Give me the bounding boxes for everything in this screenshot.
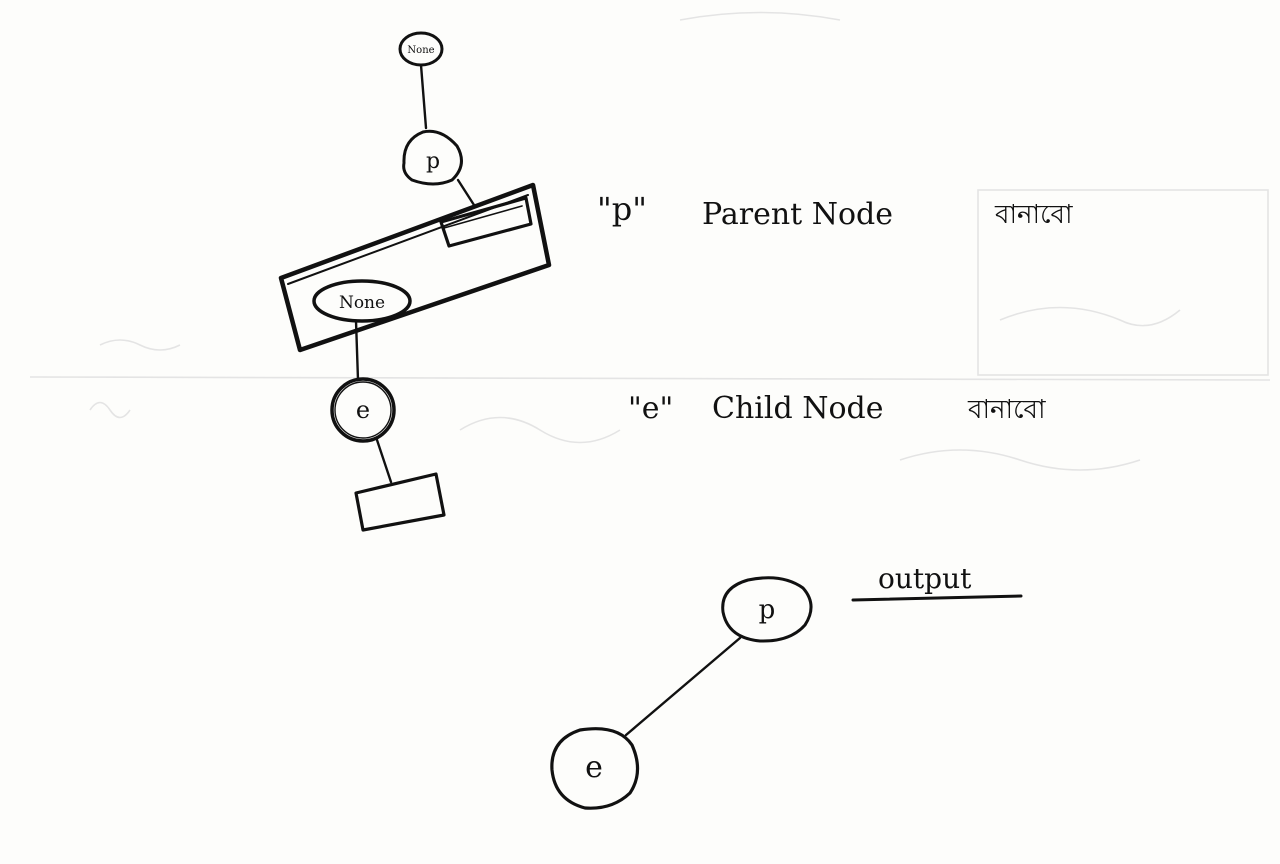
background-bleed-marks [29,11,1271,471]
pointer-slot-box [439,196,533,248]
parent-annotation-quoted: "p" [597,190,647,228]
parent-annotation-text: Parent Node [702,197,893,232]
parent-annotation: "p" Parent Node বানাবো [597,190,1073,232]
none-node-top: None [398,31,444,67]
output-parent-node: p [721,576,813,643]
output-edge [624,636,742,737]
none-node-inner-label: None [339,293,385,313]
output-heading: output [851,562,1023,602]
edge-p-to-box [456,178,476,207]
child-pointer-block: None [278,182,552,353]
child-node-e: e [330,377,396,443]
child-annotation: "e" Child Node বানাবো [628,391,1046,426]
edge-none-to-e [354,319,360,382]
parent-node-p-label: p [426,149,440,174]
none-node-inner [312,279,412,323]
parent-annotation-bengali: বানাবো [994,200,1073,230]
child-data-box [354,472,446,532]
parent-node-p: p [402,129,463,186]
none-node-top-label: None [407,45,434,56]
output-heading-text: output [878,562,972,595]
output-parent-node-label: p [759,595,776,625]
output-child-node-label: e [585,750,603,785]
child-annotation-text: Child Node [712,391,883,426]
edge-e-to-box [375,438,393,484]
child-annotation-quoted: "e" [628,391,673,426]
edge-none-to-p [419,63,428,130]
child-node-e-label: e [356,396,370,424]
child-annotation-bengali: বানাবো [967,395,1046,425]
output-child-node: e [550,727,640,810]
